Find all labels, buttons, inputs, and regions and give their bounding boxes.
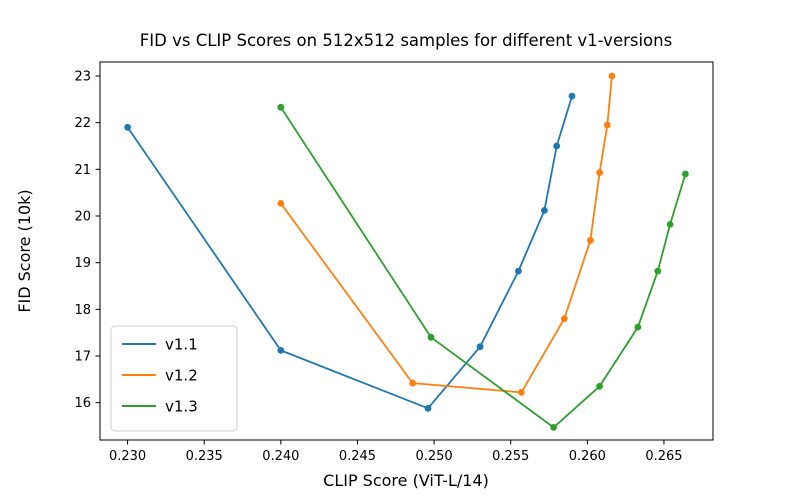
legend-label-v1-1: v1.1 <box>165 336 198 354</box>
data-point-v1-2 <box>608 72 616 80</box>
legend-label-v1-2: v1.2 <box>165 367 198 385</box>
y-axis-label: FID Score (10k) <box>15 189 34 312</box>
data-point-v1-3 <box>634 323 642 331</box>
legend-label-v1-3: v1.3 <box>165 398 198 416</box>
x-tick-label: 0.250 <box>415 449 452 464</box>
y-tick-label: 21 <box>74 163 91 178</box>
data-point-v1-2 <box>409 379 416 387</box>
legend-box <box>110 325 238 432</box>
data-point-v1-2 <box>518 389 525 396</box>
y-tick-label: 22 <box>74 116 91 131</box>
y-tick-label: 16 <box>74 396 91 411</box>
y-tick-label: 17 <box>74 350 91 365</box>
data-point-v1-3 <box>596 382 603 390</box>
x-tick-label: 0.230 <box>109 449 146 464</box>
plot-border <box>99 61 714 441</box>
y-tick-label: 23 <box>74 70 91 85</box>
data-point-v1-2 <box>277 200 285 207</box>
data-point-v1-3 <box>550 424 557 431</box>
x-tick-label: 0.235 <box>186 449 223 464</box>
x-tick-label: 0.260 <box>569 449 606 464</box>
data-point-v1-2 <box>587 236 594 244</box>
data-point-v1-2 <box>596 169 603 177</box>
data-point-v1-1 <box>476 343 484 351</box>
legend: v1.1 v1.2 v1.3 <box>110 325 238 432</box>
data-point-v1-3 <box>682 170 689 178</box>
x-tick-label: 0.255 <box>492 449 529 464</box>
data-point-v1-3 <box>427 333 435 341</box>
x-tick-label: 0.245 <box>339 449 376 464</box>
data-point-v1-1 <box>424 404 432 412</box>
data-point-v1-1 <box>541 207 548 214</box>
data-point-v1-1 <box>124 123 131 131</box>
plot-area: 0.230 0.235 0.240 0.245 0.250 0.255 0.260 0.265… <box>74 61 714 464</box>
y-tick-label: 18 <box>74 303 91 318</box>
data-point-v1-1 <box>553 142 561 150</box>
series-line-v1-3 <box>279 106 687 429</box>
data-point-v1-1 <box>568 92 576 100</box>
x-tick-label: 0.265 <box>645 449 682 464</box>
data-point-v1-2 <box>603 121 611 129</box>
y-tick-label: 19 <box>74 256 91 271</box>
data-point-v1-2 <box>560 315 568 323</box>
data-point-v1-3 <box>277 103 285 111</box>
data-point-v1-1 <box>277 347 285 354</box>
x-axis-label: CLIP Score (ViT-L/14) <box>323 471 489 490</box>
y-tick-label: 20 <box>74 210 91 225</box>
chart-title: FID vs CLIP Scores on 512x512 samples fo… <box>140 31 672 50</box>
x-tick-label: 0.240 <box>262 449 299 464</box>
series-line-v1-2 <box>279 75 613 394</box>
data-point-v1-3 <box>654 267 662 275</box>
data-point-v1-3 <box>666 221 674 228</box>
series-line-v1-1 <box>126 95 573 410</box>
data-point-v1-1 <box>515 267 522 275</box>
